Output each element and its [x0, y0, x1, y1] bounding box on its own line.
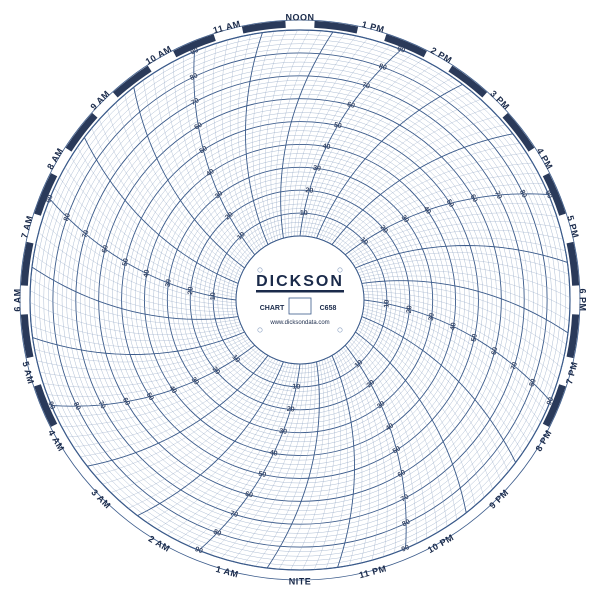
hour-label: 9 AM — [88, 88, 111, 111]
hour-label: 4 PM — [535, 146, 555, 171]
hour-label: 6 PM — [578, 288, 588, 311]
scale-label: 90 — [543, 190, 553, 200]
hour-label: 7 PM — [564, 360, 580, 385]
hub-url: www.dicksondata.com — [269, 320, 329, 326]
scale-label: 70 — [190, 97, 200, 107]
scale-label: 50 — [258, 470, 267, 479]
scale-label: 40 — [143, 269, 151, 278]
night-arc-segment — [243, 24, 286, 30]
scale-label: 20 — [286, 406, 294, 414]
hour-label: 8 PM — [534, 428, 554, 453]
brand-label: DICKSON — [256, 273, 344, 290]
scale-label: 90 — [190, 47, 200, 57]
hour-label: 10 PM — [426, 532, 456, 555]
hub-left-text: CHART — [260, 305, 285, 312]
night-arc-segment — [570, 314, 576, 357]
scale-label: 70 — [97, 400, 107, 410]
scale-label: 80 — [72, 401, 82, 411]
brand-underline — [256, 290, 344, 293]
scale-label: 20 — [187, 286, 195, 294]
scale-label: 20 — [305, 187, 313, 195]
minute-line — [343, 347, 396, 553]
scale-label: 30 — [313, 165, 322, 173]
hour-label: 7 AM — [19, 214, 35, 239]
scale-label: 10 — [383, 300, 390, 308]
hour-label: 6 AM — [12, 288, 22, 311]
scale-label: 10 — [292, 383, 300, 390]
hour-label: NITE — [289, 576, 312, 586]
hub — [236, 236, 364, 364]
minute-line — [255, 362, 315, 566]
minute-line — [34, 255, 238, 315]
hour-label: 2 AM — [147, 534, 172, 554]
hour-label: 5 PM — [565, 214, 581, 239]
night-arc-segment — [24, 243, 30, 286]
scale-label: 40 — [269, 450, 278, 458]
scale-label: 50 — [122, 258, 131, 267]
night-arc-segment — [570, 243, 576, 286]
scale-label: 70 — [493, 190, 503, 200]
night-arc-segment — [505, 115, 531, 149]
hour-label: 5 AM — [20, 360, 36, 385]
scale-label: 30 — [165, 279, 173, 288]
hour-label: 1 PM — [361, 19, 386, 35]
scale-label: 80 — [189, 72, 199, 82]
night-arc-segment — [69, 115, 95, 149]
scale-label: 90 — [401, 544, 411, 554]
minute-line — [362, 285, 566, 345]
hour-label: 11 AM — [212, 19, 242, 36]
scale-label: 20 — [406, 305, 414, 313]
scale-label: 80 — [518, 189, 528, 199]
hour-label: 2 PM — [429, 45, 454, 65]
scale-label: 50 — [470, 333, 479, 342]
night-arc-segment — [24, 314, 30, 357]
scale-label: 40 — [450, 322, 458, 331]
scale-label: 30 — [279, 428, 288, 436]
scale-label: 10 — [300, 210, 308, 217]
minute-line — [230, 37, 263, 248]
scale-label: 60 — [244, 491, 253, 500]
hour-label: 4 AM — [46, 428, 66, 453]
hour-label: 3 PM — [488, 88, 511, 111]
hour-label: NOON — [286, 12, 315, 22]
scale-label: 40 — [322, 143, 331, 151]
circular-chart: NOON1 PM2 PM3 PM4 PM5 PM6 PM7 PM8 PM9 PM… — [0, 0, 600, 600]
hour-label: 1 AM — [215, 564, 240, 580]
minute-line — [204, 47, 257, 253]
night-arc-segment — [115, 69, 149, 95]
scale-label: 10 — [210, 292, 217, 300]
scale-label: 60 — [491, 346, 500, 355]
scale-label: 70 — [400, 494, 410, 504]
hub-right-text: C658 — [320, 305, 337, 312]
night-arc-segment — [314, 24, 357, 30]
hour-label: 8 AM — [45, 146, 65, 171]
night-arc-segment — [450, 69, 484, 95]
scale-label: 50 — [333, 122, 342, 131]
minute-line — [347, 204, 553, 257]
scale-label: 60 — [346, 101, 355, 110]
minute-line — [352, 230, 563, 263]
minute-line — [285, 34, 345, 238]
hour-label: 11 PM — [358, 563, 388, 580]
scale-label: 90 — [194, 546, 204, 555]
scale-label: 60 — [101, 244, 110, 253]
minute-line — [47, 343, 253, 396]
scale-label: 30 — [428, 313, 436, 322]
scale-label: 80 — [401, 519, 411, 529]
